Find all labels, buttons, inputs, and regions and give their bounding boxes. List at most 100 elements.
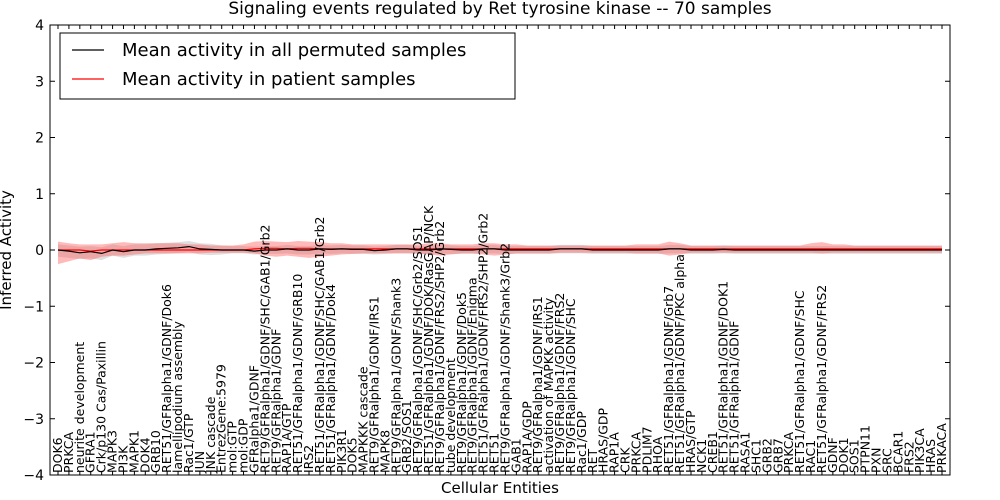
x-tick-label: MAPK3 [105,430,120,473]
legend-label-patient: Mean activity in patient samples [122,69,416,90]
legend: Mean activity in all permuted samples Me… [59,32,516,100]
x-tick-label: HRAS/GDP [596,407,611,473]
x-tick-label: GFRA1 [83,431,98,473]
x-tick-label: RET [585,448,600,473]
chart-title: Signaling events regulated by Ret tyrosi… [228,0,771,19]
x-tick-label: RAP1A/GTP [279,403,294,473]
x-tick-label: RET51/GFRalpha1/GDNF/Grb7 [661,286,676,473]
x-tick-label: Rac1/GTP [181,413,196,473]
x-tick-label: RET9/GFRalpha1/GDNF/Shank3/Grb2 [498,243,513,473]
x-tick-label: GRB7 [770,438,785,473]
x-tick-label: RET9/GFRalpha1/GDNF [268,329,283,473]
x-tick-label: DOK5 [345,437,360,473]
x-tick-label: BCAR1 [890,431,905,473]
x-tick-label: RET51 [487,433,502,473]
x-tick-label: RAC1 [803,440,818,473]
x-tick-label: RET51/GFRalpha1/GDNF/DOK1 [716,281,731,473]
x-tick-label: RET9/GFRalpha1/GDNF/Dok5 [454,292,469,473]
x-tick-label: RET9/GFRalpha1/GDNF/IRS1 [530,296,545,473]
x-tick-label: RASA1 [738,432,753,473]
x-tick-label: tube development [443,358,458,473]
x-tick-label: RAP1A/GDP [519,401,534,473]
x-tick-label: PRKCA [781,432,796,473]
x-tick-label: MAPKKK cascade [356,366,371,473]
x-tick-label: SRC [879,448,894,473]
x-tick-label: RET51/GFRalpha1/GDNF/Dok4 [323,284,338,473]
x-tick-label: PIK3CA [912,428,927,473]
x-tick-label: PRKCA [61,432,76,473]
x-tick-label: IRS2 [301,445,316,473]
x-axis-label: Cellular Entities [441,479,559,497]
x-tick-label: RAP1A [607,432,622,473]
y-tick-label: 4 [35,18,44,34]
band-patient [58,241,942,265]
x-tick-label: Crk/p130 Cas/Paxillin [94,341,109,473]
x-tick-label: NCK1 [694,439,709,473]
x-tick-label: CRK [618,447,633,473]
x-tick-label: DOK6 [50,437,65,473]
x-tick-label: MAPK1 [126,430,141,473]
y-tick-label: −4 [23,468,44,484]
x-tick-label: GRB2/SOS1 [399,400,414,473]
x-tick-label: RET51/GFRalpha1/GDNF/PKC alpha [672,254,687,473]
x-tick-label: GRB2 [759,438,774,473]
y-tick-label: 0 [35,243,44,259]
x-tick-label: mol:GTP [225,421,240,473]
x-tick-label: SOS1 [847,439,862,473]
x-tick-label: RET9/GFRalpha1/GDNF/SHC [563,298,578,473]
x-tick-label: PI3K [116,445,131,473]
x-tick-label: RHOA [650,436,665,473]
x-tick-label: RET51/GFRalpha1/GDNF/SHC/GAB1/Grb2 [312,217,327,473]
series-line-permuted [57,245,942,255]
x-tick-label: CREB1 [705,431,720,473]
x-tick-label: RET51/GFRalpha1/GDNF/FRS2/SHP2/Grb2 [476,213,491,473]
x-tick-label: GFRalpha1/GDNF [246,365,261,473]
x-tick-label: HRAS/GTP [683,410,698,473]
x-tick-label: JNK cascade [203,396,218,474]
x-tick-label: Rac1/GDP [574,411,589,473]
x-tick-label: RET9/GFRalpha1/GDNF/Enigma [465,277,480,473]
legend-frame [59,32,516,100]
y-tick-label: 3 [35,74,44,90]
x-tick-label: FRS2 [901,441,916,473]
x-tick-label: RET51/GFRalpha1/GDNF/DOK/RasGAP/NCK [421,205,436,473]
y-tick-label: −3 [23,412,44,428]
x-tick-label: GRB10 [148,430,163,473]
x-tick-label: RET51/GFRalpha1/GDNF [727,321,742,473]
y-tick-label: −1 [23,299,44,315]
x-tick-label: RET9/GFRalpha1/GDNF/IRS1 [367,296,382,473]
band-permuted [58,241,942,261]
x-tick-label: mol:GDP [236,418,251,473]
lines-layer [57,245,942,255]
x-tick-label: activation of MAPKK activity [541,297,556,473]
x-tick-label: RET9/GFRalpha1/GDNF/FRS2/SHP2/Grb2 [432,221,447,473]
y-tick-label: −2 [23,356,44,372]
x-tick-label: PTPN11 [858,425,873,473]
x-tick-label: DOK4 [137,437,152,473]
x-tick-label: JUN [192,451,207,474]
x-tick-label: RET9/GFRalpha1/GDNF/FRS2 [552,293,567,473]
x-tick-label: PRKACA [934,423,949,473]
x-tick-label: RET51/GFRalpha1/GDNF/SHC [792,290,807,473]
x-tick-label: RET51/GFRalpha1/GDNF/GRB10 [290,274,305,473]
x-tick-label: GAB1 [508,438,523,473]
x-tick-label: PDLIM7 [639,426,654,473]
x-tick-label: RET51/GFRalpha1/GDNF/FRS2 [814,285,829,473]
x-tick-label: neurite development [72,342,87,473]
x-tick-label: HRAS [923,439,938,473]
legend-label-permuted: Mean activity in all permuted samples [122,40,466,61]
y-tick-label: 2 [35,131,44,147]
x-tick-label: EntrezGene:5979 [214,364,229,473]
x-tick-label: SHC1 [749,439,764,473]
x-tick-label: RET51/GFRalpha1/GDNF/Dok6 [159,284,174,473]
bands-layer [58,241,942,265]
x-tick-label: PRKCA [628,432,643,473]
x-tick-label: lamellipodium assembly [170,321,185,473]
x-tick-label: RET9/GFRalpha1/GDNF/SHC/Grb2/SOS1 [410,226,425,473]
y-tick-label: 1 [35,187,44,203]
x-tick-label: PIK3R1 [334,429,349,473]
x-tick-label: RET9/GFRalpha1/GDNF/Shank3 [388,278,403,473]
x-tick-label: PXN [869,448,884,473]
x-tick-label: MAPK8 [377,430,392,473]
